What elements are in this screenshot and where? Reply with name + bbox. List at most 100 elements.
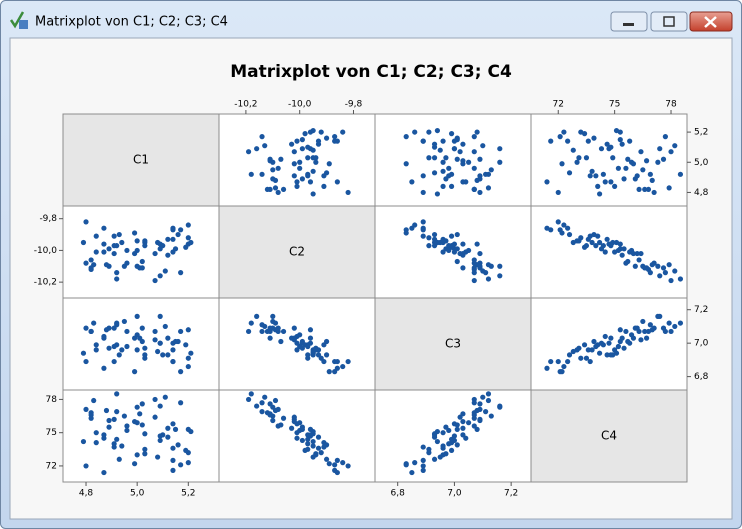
point bbox=[585, 236, 591, 242]
point bbox=[299, 437, 305, 444]
point bbox=[315, 445, 322, 451]
point bbox=[332, 369, 338, 375]
point bbox=[134, 452, 140, 458]
point bbox=[302, 131, 308, 137]
point bbox=[466, 420, 472, 426]
point bbox=[585, 138, 591, 144]
point bbox=[566, 352, 573, 358]
y-tick-label: -10,0 bbox=[34, 246, 58, 256]
point bbox=[91, 397, 97, 404]
point bbox=[101, 432, 107, 438]
point bbox=[602, 179, 608, 185]
point bbox=[142, 345, 148, 351]
app-icon bbox=[9, 11, 28, 29]
point bbox=[152, 328, 158, 335]
point bbox=[608, 144, 614, 150]
point bbox=[111, 343, 117, 350]
point bbox=[116, 231, 122, 238]
point bbox=[638, 250, 644, 257]
point bbox=[426, 155, 432, 161]
point bbox=[101, 469, 107, 476]
point bbox=[649, 177, 655, 183]
point bbox=[555, 219, 561, 225]
point bbox=[137, 411, 143, 417]
point bbox=[471, 149, 477, 155]
point bbox=[270, 313, 276, 319]
point bbox=[471, 270, 477, 276]
point bbox=[305, 144, 311, 150]
maximize-button[interactable] bbox=[650, 11, 688, 32]
point bbox=[457, 149, 463, 155]
point bbox=[345, 358, 351, 365]
point bbox=[132, 418, 138, 425]
point bbox=[544, 179, 550, 185]
point bbox=[111, 250, 117, 257]
point bbox=[557, 134, 563, 140]
point bbox=[576, 238, 582, 244]
point bbox=[275, 189, 281, 196]
point bbox=[434, 438, 440, 445]
point bbox=[460, 265, 466, 271]
point bbox=[440, 443, 446, 449]
point bbox=[178, 328, 184, 335]
point bbox=[544, 225, 550, 231]
point bbox=[152, 414, 158, 420]
point bbox=[647, 322, 653, 328]
point bbox=[334, 358, 340, 365]
point bbox=[548, 138, 554, 144]
point bbox=[460, 241, 466, 247]
point bbox=[270, 417, 276, 424]
point bbox=[275, 423, 281, 429]
point bbox=[426, 235, 432, 241]
point bbox=[321, 444, 327, 450]
point bbox=[291, 418, 297, 425]
point bbox=[165, 335, 171, 341]
point bbox=[124, 260, 130, 266]
point bbox=[101, 365, 107, 371]
minimize-button[interactable] bbox=[610, 11, 648, 32]
point bbox=[245, 149, 252, 155]
point bbox=[589, 239, 595, 246]
point bbox=[142, 431, 148, 437]
point bbox=[157, 403, 163, 409]
point bbox=[275, 328, 281, 335]
point bbox=[248, 391, 254, 397]
point bbox=[480, 143, 486, 149]
point bbox=[613, 350, 620, 356]
point bbox=[420, 189, 426, 196]
point bbox=[326, 461, 332, 467]
point bbox=[124, 343, 130, 350]
close-button[interactable] bbox=[689, 11, 733, 32]
point bbox=[420, 219, 426, 225]
point bbox=[581, 342, 588, 348]
point bbox=[323, 135, 330, 141]
point bbox=[278, 338, 284, 345]
window-title: Matrixplot von C1; C2; C3; C4 bbox=[35, 15, 228, 30]
point bbox=[460, 179, 466, 185]
point bbox=[254, 313, 260, 319]
point bbox=[340, 460, 346, 466]
point bbox=[443, 451, 449, 457]
point bbox=[139, 258, 145, 265]
point bbox=[88, 412, 94, 418]
point bbox=[555, 358, 561, 365]
point bbox=[643, 158, 650, 164]
point bbox=[471, 423, 477, 429]
point bbox=[132, 230, 138, 236]
point bbox=[561, 363, 567, 370]
point bbox=[627, 138, 633, 144]
y-tick-label: 6,8 bbox=[694, 372, 709, 382]
point bbox=[451, 146, 458, 152]
point bbox=[254, 146, 260, 152]
point bbox=[111, 441, 117, 447]
point bbox=[591, 135, 597, 141]
point bbox=[83, 325, 89, 331]
point bbox=[334, 138, 340, 144]
point bbox=[310, 347, 316, 353]
point bbox=[454, 442, 460, 448]
point bbox=[280, 328, 287, 335]
point bbox=[124, 247, 130, 254]
point bbox=[162, 394, 168, 400]
point bbox=[677, 171, 684, 177]
